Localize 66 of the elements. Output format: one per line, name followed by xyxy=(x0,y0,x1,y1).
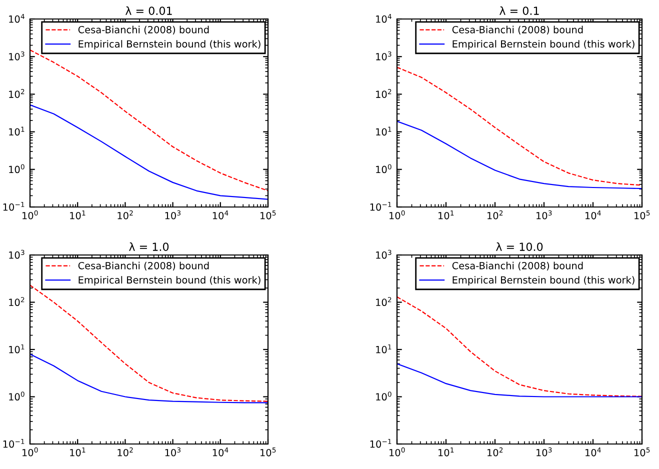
y-tick-label: 10$^{1}$ xyxy=(376,344,392,354)
x-tick-label: 10$^{2}$ xyxy=(118,210,133,220)
y-tick-label: 10$^{−1}$ xyxy=(3,438,24,448)
x-tick-label: 10$^{2}$ xyxy=(488,447,503,456)
x-tick-label: 10$^{1}$ xyxy=(438,210,454,220)
y-tick-label: 10$^{−1}$ xyxy=(370,438,392,448)
line-series xyxy=(30,49,268,192)
line-series xyxy=(397,296,642,397)
x-tick-label: 10$^{3}$ xyxy=(536,210,552,220)
x-tick-label: 10$^{2}$ xyxy=(118,447,133,456)
y-tick-label: 10$^{1}$ xyxy=(9,344,24,354)
line-series xyxy=(397,66,642,186)
y-tick-label: 10$^{0}$ xyxy=(9,164,24,174)
legend-label: Empirical Bernstein bound (this work) xyxy=(452,40,634,50)
y-tick-label: 10$^{2}$ xyxy=(376,297,392,306)
y-tick-label: 10$^{1}$ xyxy=(376,126,392,136)
y-tick-label: 10$^{0}$ xyxy=(376,164,392,174)
x-tick-label: 10$^{0}$ xyxy=(390,210,405,220)
x-tick-label: 10$^{4}$ xyxy=(212,448,228,456)
y-tick-label: 10$^{2}$ xyxy=(9,89,24,98)
x-tick-label: 10$^{1}$ xyxy=(70,210,86,220)
x-tick-label: 10$^{4}$ xyxy=(586,210,601,220)
legend-label: Empirical Bernstein bound (this work) xyxy=(78,276,260,286)
y-tick-label: 10$^{−1}$ xyxy=(370,202,392,211)
line-series xyxy=(397,363,642,398)
legend-label: Cesa-Bianchi (2008) bound xyxy=(452,262,583,270)
y-tick-label: 10$^{3}$ xyxy=(9,250,24,259)
line-series xyxy=(30,104,268,200)
chart-title: λ = 1.0 xyxy=(129,242,169,251)
y-tick-label: 10$^{3}$ xyxy=(9,51,24,60)
y-tick-label: 10$^{3}$ xyxy=(376,250,392,259)
x-tick-label: 10$^{1}$ xyxy=(70,448,86,456)
legend-label: Empirical Bernstein bound (this work) xyxy=(452,276,634,286)
line-series xyxy=(30,284,268,402)
chart-title: λ = 0.1 xyxy=(500,6,539,15)
x-tick-label: 10$^{3}$ xyxy=(165,447,180,456)
chart-title: λ = 10.0 xyxy=(496,242,543,251)
legend-label: Cesa-Bianchi (2008) bound xyxy=(78,262,209,270)
legend-label: Cesa-Bianchi (2008) bound xyxy=(78,26,209,34)
y-tick-label: 10$^{3}$ xyxy=(376,51,392,60)
x-tick-label: 10$^{0}$ xyxy=(22,447,38,456)
y-tick-label: 10$^{−1}$ xyxy=(3,202,24,211)
chart-title: λ = 0.01 xyxy=(125,6,172,15)
y-tick-label: 10$^{4}$ xyxy=(9,14,24,23)
line-series xyxy=(397,120,642,190)
x-tick-label: 10$^{0}$ xyxy=(390,447,405,456)
x-tick-label: 10$^{3}$ xyxy=(165,210,180,220)
x-tick-label: 10$^{2}$ xyxy=(488,210,503,220)
x-tick-label: 10$^{0}$ xyxy=(22,210,38,220)
line-series xyxy=(30,354,268,404)
legend-label: Empirical Bernstein bound (this work) xyxy=(78,40,260,50)
x-tick-label: 10$^{3}$ xyxy=(536,447,552,456)
y-tick-label: 10$^{2}$ xyxy=(376,89,392,98)
y-tick-label: 10$^{0}$ xyxy=(9,392,24,401)
x-tick-label: 10$^{4}$ xyxy=(586,448,601,456)
x-tick-label: 10$^{5}$ xyxy=(634,448,650,456)
x-tick-label: 10$^{4}$ xyxy=(212,210,228,220)
y-tick-label: 10$^{0}$ xyxy=(376,392,392,401)
y-tick-label: 10$^{2}$ xyxy=(9,297,24,306)
y-tick-label: 10$^{1}$ xyxy=(9,126,24,136)
legend-label: Cesa-Bianchi (2008) bound xyxy=(452,26,583,34)
x-tick-label: 10$^{5}$ xyxy=(260,210,276,220)
y-tick-label: 10$^{4}$ xyxy=(376,14,392,23)
x-tick-label: 10$^{5}$ xyxy=(260,448,276,456)
x-tick-label: 10$^{1}$ xyxy=(438,448,454,456)
x-tick-label: 10$^{5}$ xyxy=(634,210,650,220)
